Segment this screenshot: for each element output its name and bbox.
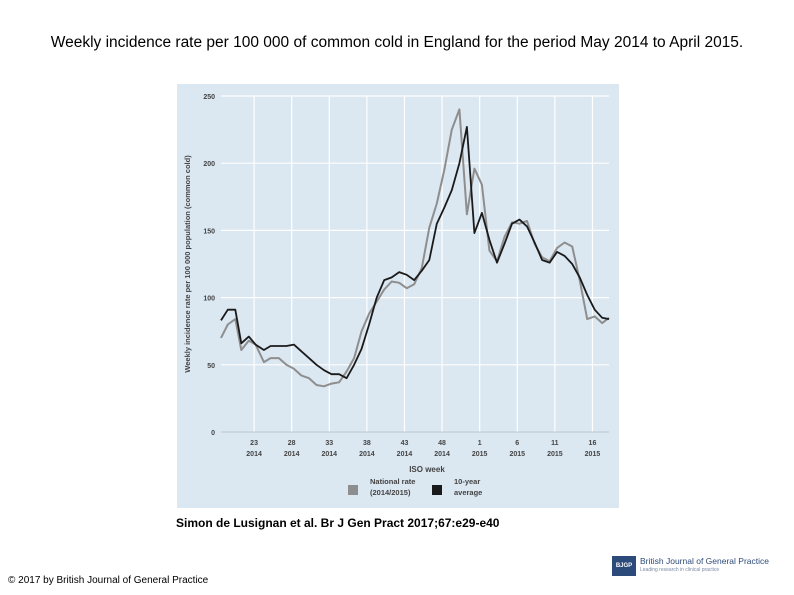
legend-label: National rate [370, 477, 415, 486]
x-tick-year: 2014 [321, 451, 337, 458]
series-line-national-rate [220, 108, 610, 388]
x-tick-labels: 23 2014 28 2014 33 2014 38 2014 43 2014 48 2014 1 201… [246, 440, 600, 458]
legend-label: average [454, 488, 482, 497]
y-axis-label: Weekly incidence rate per 100 000 popula… [183, 155, 192, 373]
y-tick-labels: 0 50 100 150 200 250 [203, 94, 215, 437]
x-tick-label: 1 [478, 440, 482, 447]
chart: 0 50 100 150 200 250 23 2014 28 2014 33 2014 38 2014… [177, 84, 619, 508]
x-tick-label: 28 [288, 440, 296, 447]
x-tick-year: 2015 [547, 451, 563, 458]
x-tick-year: 2015 [585, 451, 601, 458]
legend-label: (2014/2015) [370, 488, 411, 497]
y-tick-label: 100 [203, 296, 215, 303]
legend-swatch-national-rate [348, 485, 358, 495]
bjgp-logo-icon: BJGP [612, 556, 636, 576]
journal-tagline: Leading research in clinical practice [640, 567, 720, 573]
y-tick-label: 150 [203, 228, 215, 235]
chart-svg: 0 50 100 150 200 250 23 2014 28 2014 33 2014 38 2014… [177, 84, 619, 508]
x-tick-year: 2014 [397, 451, 413, 458]
x-tick-label: 33 [325, 440, 333, 447]
series-lines [220, 108, 610, 388]
gridlines [221, 95, 609, 433]
copyright-notice: © 2017 by British Journal of General Pra… [8, 575, 209, 586]
x-axis-label: ISO week [409, 465, 445, 474]
legend-label: 10-year [454, 477, 480, 486]
x-tick-label: 11 [551, 440, 559, 447]
journal-logo: BJGP British Journal of General Practice… [612, 554, 780, 578]
page-title: Weekly incidence rate per 100 000 of com… [50, 34, 744, 51]
x-tick-year: 2015 [509, 451, 525, 458]
legend: National rate (2014/2015) 10-year average [348, 477, 482, 497]
journal-name: British Journal of General Practice [640, 556, 769, 566]
legend-swatch-ten-year-average [432, 485, 442, 495]
y-tick-label: 50 [207, 363, 215, 370]
x-tick-year: 2014 [359, 451, 375, 458]
x-tick-year: 2014 [434, 451, 450, 458]
x-tick-label: 38 [363, 440, 371, 447]
citation: Simon de Lusignan et al. Br J Gen Pract … [176, 516, 500, 530]
y-tick-label: 0 [211, 430, 215, 437]
series-line-ten-year-average [220, 126, 610, 380]
x-tick-label: 23 [250, 440, 258, 447]
y-tick-label: 200 [203, 161, 215, 168]
x-tick-year: 2014 [246, 451, 262, 458]
x-tick-label: 48 [438, 440, 446, 447]
x-tick-label: 6 [515, 440, 519, 447]
x-tick-year: 2015 [472, 451, 488, 458]
x-tick-label: 43 [401, 440, 409, 447]
x-tick-label: 16 [589, 440, 597, 447]
x-tick-year: 2014 [284, 451, 300, 458]
plot-background [177, 84, 619, 508]
y-tick-label: 250 [203, 94, 215, 101]
